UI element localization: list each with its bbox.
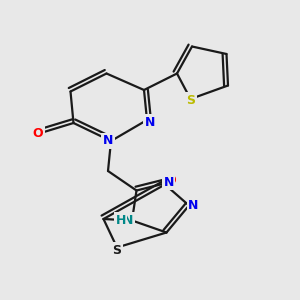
Text: O: O: [166, 174, 176, 187]
Text: S: S: [112, 244, 122, 257]
Text: N: N: [123, 214, 134, 227]
Text: N: N: [188, 199, 199, 212]
Text: N: N: [145, 116, 155, 129]
Text: H: H: [117, 214, 127, 227]
Text: N: N: [123, 214, 134, 227]
Text: N: N: [164, 176, 174, 189]
Text: H: H: [116, 214, 126, 227]
Text: N: N: [103, 134, 113, 148]
Text: S: S: [186, 94, 195, 107]
Text: O: O: [33, 127, 44, 140]
